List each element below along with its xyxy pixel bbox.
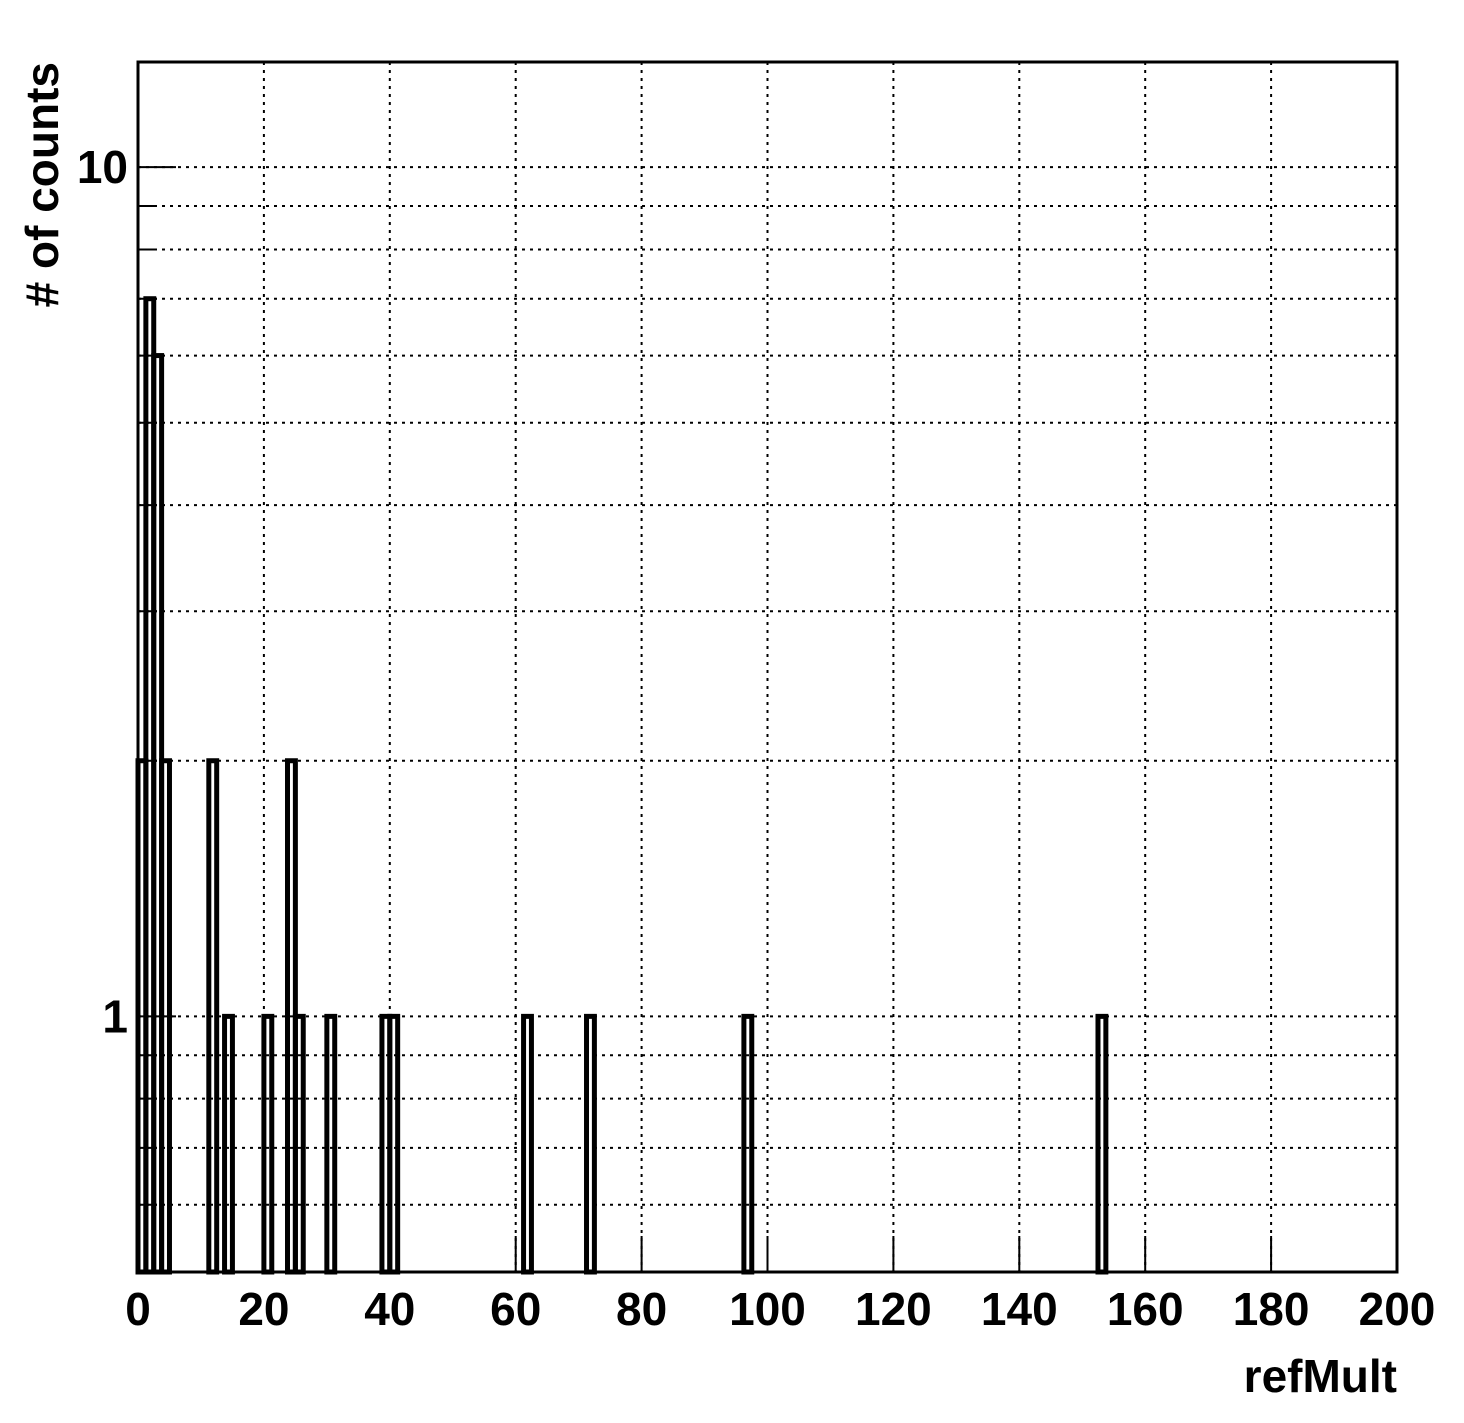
x-tick-label: 40 <box>364 1283 415 1335</box>
x-tick-label: 20 <box>238 1283 289 1335</box>
y-tick-label: 10 <box>77 141 128 193</box>
x-tick-label: 60 <box>490 1283 541 1335</box>
x-tick-label: 140 <box>981 1283 1058 1335</box>
x-tick-label: 0 <box>125 1283 151 1335</box>
x-tick-label: 120 <box>855 1283 932 1335</box>
x-tick-label: 180 <box>1233 1283 1310 1335</box>
y-axis-label: # of counts <box>16 62 68 307</box>
x-tick-label: 80 <box>616 1283 667 1335</box>
x-tick-label: 100 <box>729 1283 806 1335</box>
x-tick-label: 200 <box>1359 1283 1436 1335</box>
y-tick-label: 1 <box>102 990 128 1042</box>
plot-frame <box>136 60 1399 1274</box>
x-tick-label: 160 <box>1107 1283 1184 1335</box>
x-axis-label: refMult <box>1244 1350 1397 1402</box>
